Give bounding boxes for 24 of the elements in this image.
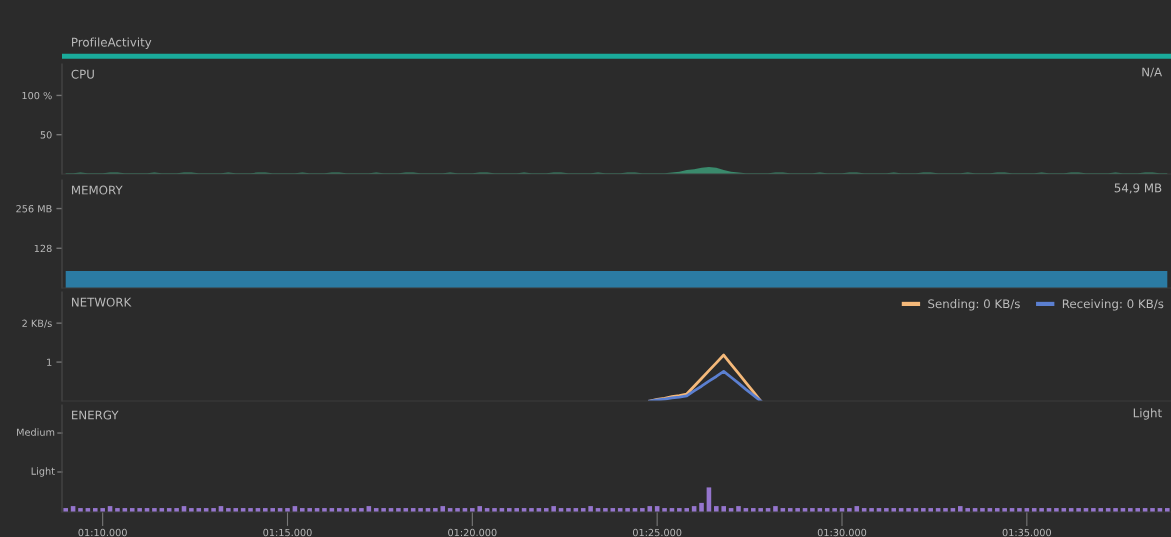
x-tick-label: 01:10.000 [78, 528, 127, 537]
y-tick-label: 256 MB [16, 205, 52, 213]
chart-title: ENERGY [72, 410, 119, 420]
y-tick-label: 1 [47, 358, 52, 366]
chart-title: NETWORK [72, 297, 132, 307]
x-tick-label: 01:25.000 [632, 528, 682, 537]
y-tick-label: 100 % [22, 91, 52, 100]
x-tick-label: 01:15.000 [263, 528, 312, 537]
text: Light [31, 467, 55, 477]
text: Light [1133, 408, 1162, 420]
y-tick-label: 50 [40, 131, 52, 139]
x-tick-label: 01:35.000 [1002, 528, 1052, 537]
x-tick-label: 01:30.000 [817, 528, 867, 537]
annotation: N/A [1142, 67, 1163, 78]
legend-label: Sending: 0 KB/s [928, 299, 1020, 311]
y-tick-label: 128 [34, 244, 52, 253]
chart-title: CPU [71, 69, 94, 79]
chart-title: MEMORY [72, 185, 123, 195]
legend-label: Receiving: 0 KB/s [1062, 299, 1164, 311]
y-tick-label: 2 KB/s [22, 319, 52, 328]
text: ProfileActivity [72, 37, 152, 49]
text: Medium [17, 428, 55, 436]
x-tick-label: 01:20.000 [448, 528, 497, 537]
annotation: 54,9 MB [1114, 183, 1162, 194]
